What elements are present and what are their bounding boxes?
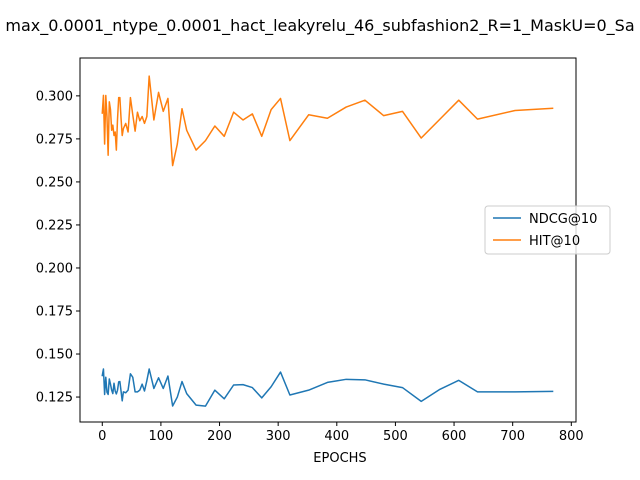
x-tick-label: 200 (207, 429, 232, 444)
x-axis-ticks: 0 100 200 300 400 500 600 700 800 (98, 422, 584, 444)
x-axis-label: EPOCHS (313, 451, 366, 466)
chart-title: max_0.0001_ntype_0.0001_hact_leakyrelu_4… (5, 16, 634, 36)
x-tick-label: 100 (148, 429, 173, 444)
y-tick-label: 0.125 (36, 391, 73, 406)
legend: NDCG@10 HIT@10 (484, 205, 611, 255)
series-layer (101, 75, 554, 407)
legend-label-ndcg: NDCG@10 (529, 212, 597, 227)
x-tick-label: 300 (266, 429, 291, 444)
x-tick-label: 0 (98, 429, 106, 444)
y-tick-label: 0.225 (36, 218, 73, 233)
y-tick-label: 0.150 (36, 348, 73, 363)
y-tick-label: 0.175 (36, 304, 73, 319)
x-tick-label: 700 (500, 429, 525, 444)
y-tick-label: 0.275 (36, 132, 73, 147)
y-tick-label: 0.200 (36, 261, 73, 276)
x-tick-label: 500 (383, 429, 408, 444)
x-tick-label: 400 (324, 429, 349, 444)
y-tick-label: 0.300 (36, 89, 73, 104)
series-line-1 (101, 75, 554, 167)
x-tick-label: 600 (442, 429, 467, 444)
x-tick-label: 800 (559, 429, 584, 444)
legend-label-hit: HIT@10 (529, 234, 580, 249)
series-line-0 (101, 368, 554, 407)
y-axis-ticks: 0.125 0.150 0.175 0.200 0.225 0.250 0.275 0.300 (36, 89, 80, 406)
y-tick-label: 0.250 (36, 175, 73, 190)
